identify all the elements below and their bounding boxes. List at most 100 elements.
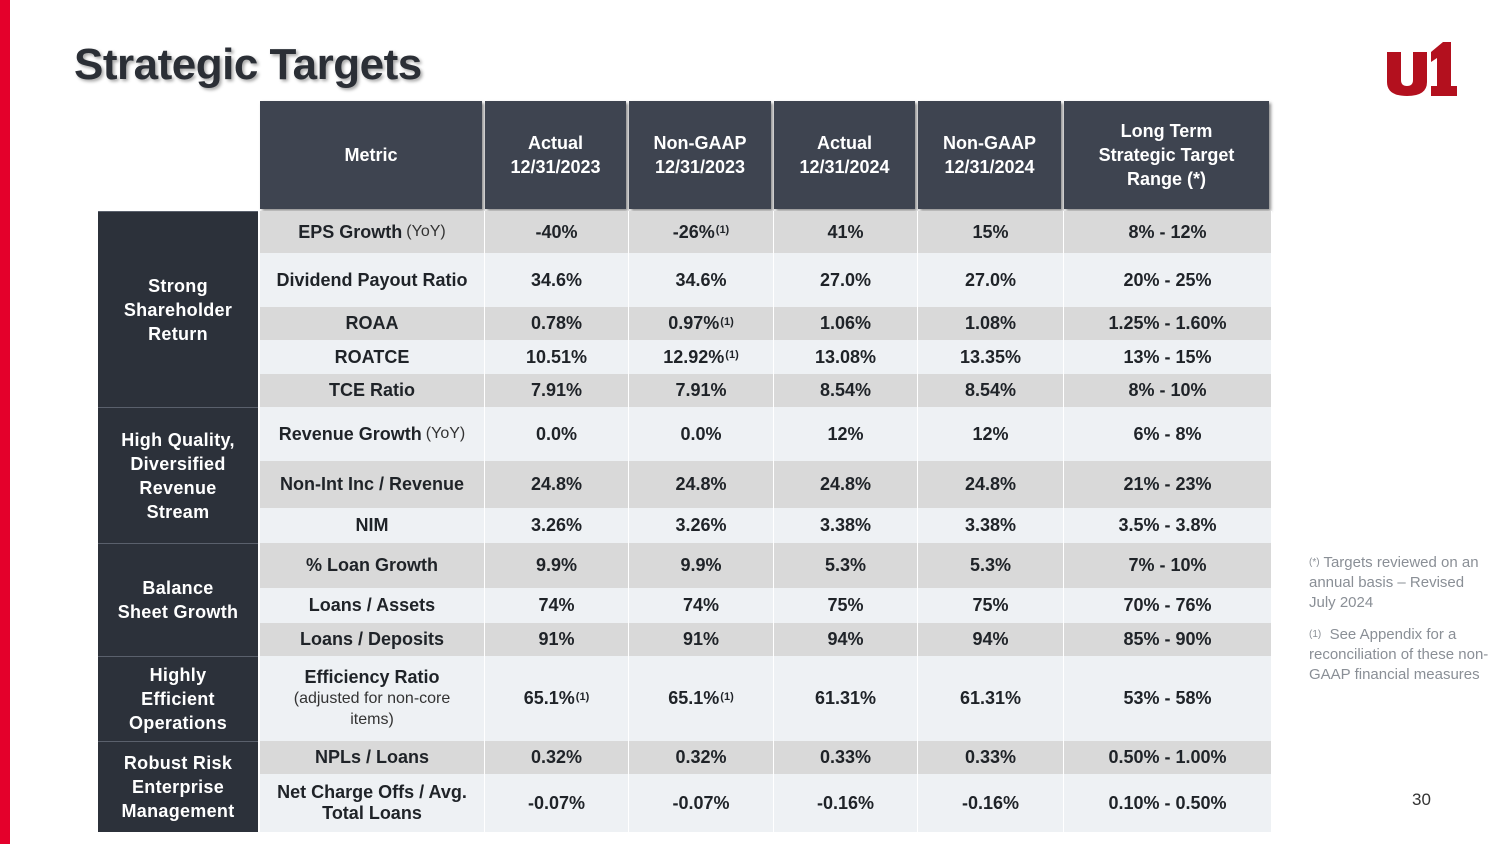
- value-cell: 0.10% - 0.50%: [1064, 774, 1272, 832]
- header-cell: Non-GAAP 12/31/2024: [918, 101, 1061, 209]
- value-cell: 91%: [629, 623, 774, 656]
- metric-note: (adjusted for non-core items): [293, 690, 451, 728]
- value-text: 3.26%: [530, 515, 583, 535]
- value-cell: 24.8%: [629, 461, 774, 508]
- value-cell: 41%: [774, 211, 918, 253]
- company-logo: [1385, 42, 1457, 96]
- footnote-ref: (1): [725, 349, 739, 361]
- table-row: Efficiency Ratio (adjusted for non-core i…: [260, 656, 1272, 741]
- value-text: 61.31%: [814, 688, 877, 708]
- value-text: 20% - 25%: [1123, 269, 1212, 290]
- value-cell: 0.50% - 1.00%: [1064, 741, 1272, 774]
- metric-name: NIM: [355, 515, 389, 535]
- value-cell: 85% - 90%: [1064, 623, 1272, 656]
- value-cell: 8% - 10%: [1064, 374, 1272, 407]
- value-cell: 74%: [629, 588, 774, 623]
- value-cell: 74%: [485, 588, 629, 623]
- footnote-one-mark: (1): [1309, 629, 1322, 640]
- value-cell: -26% (1): [629, 211, 774, 253]
- value-cell: 3.5% - 3.8%: [1064, 508, 1272, 543]
- value-text: -0.16%: [816, 792, 875, 813]
- value-text: 3.5% - 3.8%: [1118, 515, 1217, 535]
- value-cell: 12.92% (1): [629, 340, 774, 374]
- value-text: 5.3%: [969, 555, 1012, 575]
- value-text: 65.1%: [523, 688, 575, 708]
- value-cell: 9.9%: [629, 543, 774, 588]
- value-cell: 0.32%: [629, 741, 774, 774]
- value-text: 12.92%: [663, 346, 725, 367]
- value-text: 75%: [827, 595, 864, 615]
- value-cell: -0.07%: [485, 774, 629, 832]
- value-cell: 24.8%: [774, 461, 918, 508]
- value-text: 9.9%: [535, 555, 578, 575]
- value-cell: 61.31%: [918, 656, 1064, 741]
- value-cell: 6% - 8%: [1064, 407, 1272, 461]
- value-text: 91%: [682, 629, 720, 649]
- value-cell: 70% - 76%: [1064, 588, 1272, 623]
- value-text: 85% - 90%: [1123, 629, 1212, 649]
- metric-cell: Non-Int Inc / Revenue: [260, 461, 485, 508]
- value-text: 6% - 8%: [1133, 423, 1202, 444]
- metric-name: Loans / Deposits: [299, 629, 445, 649]
- value-text: 0.10% - 0.50%: [1108, 792, 1227, 813]
- value-cell: 61.31%: [774, 656, 918, 741]
- table-row: Loans / Deposits 91% 91% 94% 94% 85% - 90%: [260, 623, 1272, 656]
- table-row: NIM 3.26% 3.26% 3.38% 3.38% 3.5% - 3.8%: [260, 508, 1272, 543]
- value-cell: 3.38%: [918, 508, 1064, 543]
- metric-cell: Revenue Growth (YoY): [260, 407, 485, 461]
- value-cell: 8% - 12%: [1064, 211, 1272, 253]
- metric-qualifier: (YoY): [425, 425, 466, 442]
- value-cell: 34.6%: [629, 253, 774, 307]
- value-text: 74%: [682, 595, 720, 615]
- metric-name: Dividend Payout Ratio: [276, 269, 468, 290]
- page-title: Strategic Targets: [74, 40, 422, 89]
- value-cell: 53% - 58%: [1064, 656, 1272, 741]
- metric-cell: TCE Ratio: [260, 374, 485, 407]
- value-text: 0.50% - 1.00%: [1108, 747, 1227, 767]
- value-text: 0.0%: [680, 423, 722, 444]
- metric-name: ROATCE: [334, 346, 410, 367]
- value-text: 0.97%: [668, 313, 720, 333]
- metric-qualifier: (YoY): [406, 223, 446, 240]
- value-cell: 24.8%: [485, 461, 629, 508]
- value-cell: 94%: [918, 623, 1064, 656]
- value-text: 13.08%: [814, 346, 877, 367]
- value-text: 8% - 10%: [1128, 380, 1207, 400]
- metric-name: TCE Ratio: [328, 380, 415, 400]
- metric-name: ROAA: [345, 313, 399, 333]
- value-text: 0.32%: [675, 747, 727, 767]
- footnote-targets: (*) Targets reviewed on an annual basis …: [1309, 553, 1489, 613]
- footnote-one-text: See Appendix for a reconciliation of the…: [1309, 626, 1489, 683]
- value-text: 94%: [972, 629, 1009, 649]
- value-cell: 9.9%: [485, 543, 629, 588]
- metric-cell: NPLs / Loans: [260, 741, 485, 774]
- value-cell: 7% - 10%: [1064, 543, 1272, 588]
- value-text: 0.33%: [964, 747, 1017, 767]
- footnote-star-text: Targets reviewed on an annual basis – Re…: [1309, 554, 1479, 611]
- value-text: 24.8%: [819, 474, 872, 494]
- value-cell: 75%: [918, 588, 1064, 623]
- value-text: 0.33%: [819, 747, 872, 767]
- metric-name: Net Charge Offs / Avg. Total Loans: [277, 782, 467, 823]
- table-row: Non-Int Inc / Revenue 24.8% 24.8% 24.8% 24.8…: [260, 461, 1272, 508]
- table-row: EPS Growth (YoY) -40% -26% (1) 41% 15% 8% - 12%: [260, 211, 1272, 253]
- table-row: ROAA 0.78% 0.97% (1) 1.06% 1.08% 1.25% - 1.60%: [260, 307, 1272, 340]
- logo-mark: [1387, 42, 1457, 96]
- value-text: 7.91%: [530, 380, 583, 400]
- value-text: 9.9%: [680, 555, 722, 575]
- group-label: Robust Risk Enterprise Management: [98, 741, 258, 832]
- value-text: 0.78%: [530, 313, 583, 333]
- metric-name: Efficiency Ratio: [304, 667, 440, 687]
- value-text: 3.38%: [819, 515, 872, 535]
- table-row: Net Charge Offs / Avg. Total Loans -0.07%…: [260, 774, 1272, 832]
- value-text: 91%: [538, 629, 575, 649]
- metric-cell: Loans / Deposits: [260, 623, 485, 656]
- header-cell: Actual 12/31/2024: [774, 101, 915, 209]
- value-text: 65.1%: [668, 688, 720, 708]
- metric-cell: EPS Growth (YoY): [260, 211, 485, 253]
- metric-cell: Dividend Payout Ratio: [260, 253, 485, 307]
- table-row: TCE Ratio 7.91% 7.91% 8.54% 8.54% 8% - 10%: [260, 374, 1272, 407]
- value-text: 7.91%: [675, 380, 727, 400]
- value-cell: 12%: [918, 407, 1064, 461]
- value-text: -26%: [672, 221, 715, 242]
